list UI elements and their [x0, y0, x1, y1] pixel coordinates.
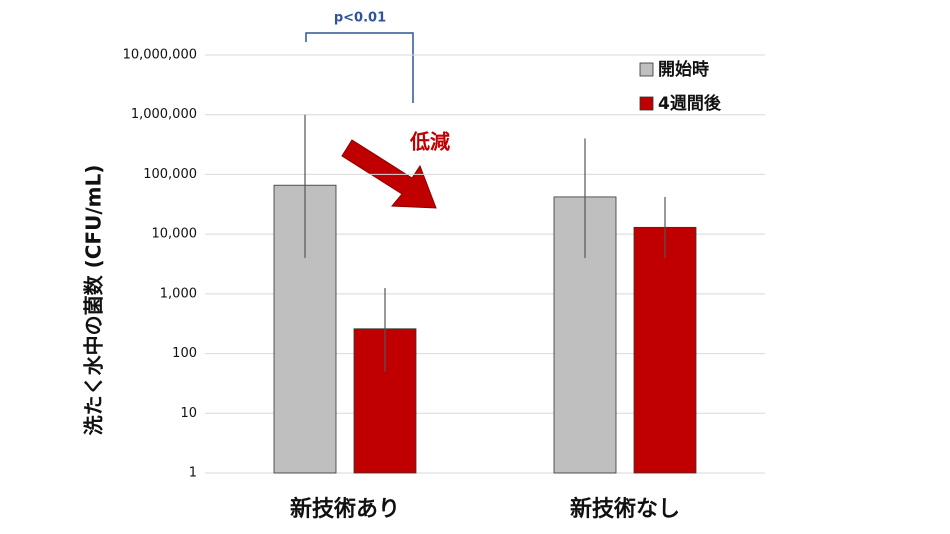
decrease-label: 低減 — [409, 130, 450, 154]
legend-swatch — [639, 96, 654, 111]
x-tick-label: 新技術あり — [290, 496, 400, 522]
x-tick-label: 新技術なし — [570, 496, 680, 522]
y-tick-label: 100 — [172, 346, 197, 361]
y-axis-title: 洗たく水中の菌数 (CFU/mL) — [82, 165, 106, 436]
y-tick-label: 10,000 — [152, 227, 198, 242]
y-tick-label: 10,000,000 — [123, 48, 197, 63]
y-tick-label: 10 — [180, 406, 197, 421]
legend-label: 開始時 — [658, 59, 709, 80]
significance-bracket — [305, 32, 414, 103]
p-value-label: p<0.01 — [334, 11, 386, 26]
legend-swatch — [639, 62, 654, 77]
y-tick-label: 100,000 — [143, 167, 197, 182]
y-tick-label: 1,000,000 — [131, 107, 197, 122]
legend-label: 4週間後 — [658, 93, 722, 114]
y-tick-label: 1 — [189, 466, 197, 481]
y-tick-label: 1,000 — [160, 286, 197, 301]
bar — [633, 226, 697, 474]
